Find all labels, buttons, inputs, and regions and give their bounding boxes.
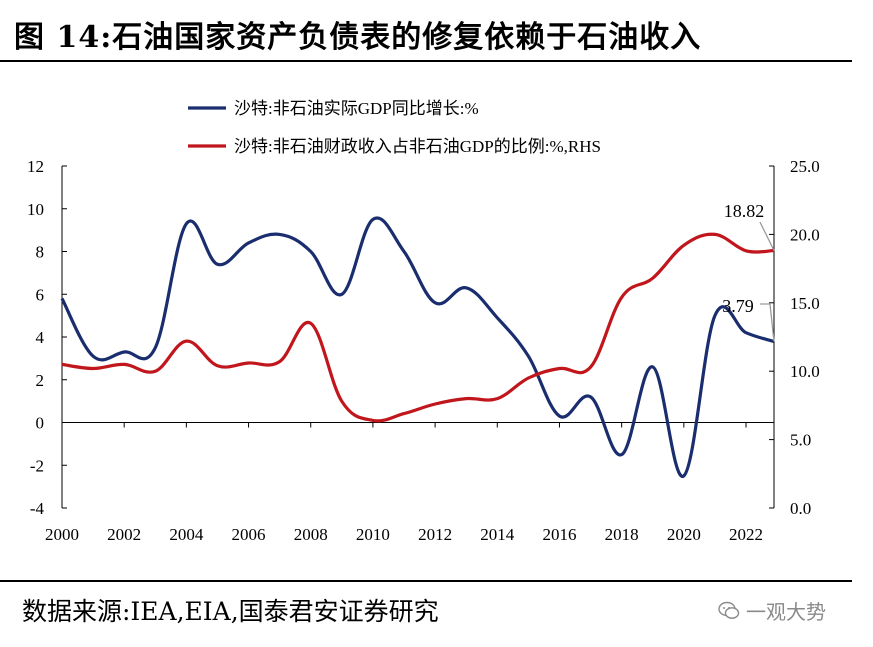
x-tick-label: 2016 [542,525,576,544]
x-tick-label: 2018 [605,525,639,544]
x-tick-label: 2022 [729,525,763,544]
left-tick-label: 4 [36,328,45,347]
legend-label-2: 沙特:非石油财政收入占非石油GDP的比例:%,RHS [234,137,601,156]
left-tick-label: 6 [36,285,45,304]
x-tick-label: 2000 [45,525,79,544]
line-chart: 沙特:非石油实际GDP同比增长:% 沙特:非石油财政收入占非石油GDP的比例:%,… [27,99,820,544]
legend-label-1: 沙特:非石油实际GDP同比增长:% [234,99,479,118]
right-tick-label: 5.0 [790,431,811,450]
x-tick-label: 2020 [667,525,701,544]
right-tick-label: 10.0 [790,362,820,381]
right-tick-label: 15.0 [790,294,820,313]
left-tick-label: -4 [30,499,45,518]
left-tick-label: -2 [30,456,44,475]
x-tick-label: 2012 [418,525,452,544]
watermark-text: 一观大势 [746,600,826,624]
wechat-icon [718,601,740,619]
series-line-2 [61,232,775,423]
x-tick-label: 2004 [169,525,204,544]
right-tick-label: 20.0 [790,225,820,244]
x-tick-label: 2002 [107,525,141,544]
series-line-1 [60,216,775,478]
left-tick-label: 12 [27,157,44,176]
x-tick-label: 2010 [356,525,390,544]
annotation-label: 18.82 [724,201,765,221]
left-tick-label: 10 [27,200,44,219]
left-tick-label: 8 [36,243,45,262]
bottom-rule [0,580,852,582]
annotation-leader [759,221,775,251]
annotation-label: 3.79 [722,296,754,316]
x-tick-label: 2006 [232,525,266,544]
chart-title: 图 14:石油国家资产负债表的修复依赖于石油收入 [14,20,702,55]
annotation-leader [760,303,775,342]
x-tick-label: 2014 [480,525,515,544]
watermark: 一观大势 [718,596,826,625]
source-note: 数据来源:IEA,EIA,国泰君安证券研究 [22,597,439,626]
x-tick-label: 2008 [294,525,328,544]
left-tick-label: 0 [36,414,45,433]
right-tick-label: 25.0 [790,157,820,176]
left-tick-label: 2 [36,371,45,390]
right-tick-label: 0.0 [790,499,811,518]
top-rule [0,60,852,62]
